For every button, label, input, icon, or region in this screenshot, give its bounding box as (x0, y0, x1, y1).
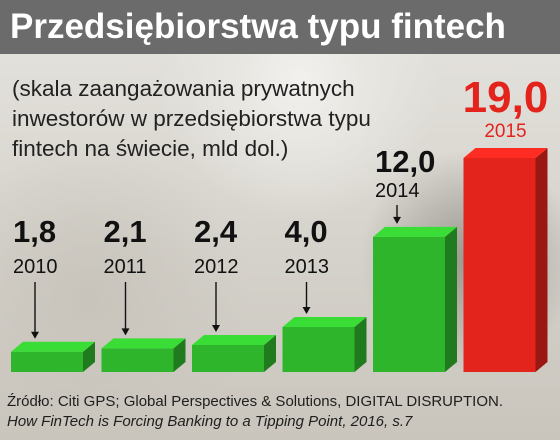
bar-side (445, 226, 457, 372)
tick-label: 2013 (285, 256, 330, 278)
source-line-2: How FinTech is Forcing Banking to a Tipp… (7, 413, 413, 430)
pointer-arrow-head (31, 331, 39, 339)
bar-side (354, 316, 367, 372)
bar-top (11, 341, 95, 352)
data-label: 12,0 (375, 144, 435, 179)
source-note: Źródło: Citi GPS; Global Perspectives & … (7, 392, 557, 432)
tick-label: 2015 (484, 121, 526, 142)
data-label: 1,8 (13, 214, 56, 249)
pointer-arrow-head (393, 216, 401, 224)
bar-top (192, 334, 276, 345)
chart-subtitle: (skala zaangażowania prywatnych inwestor… (12, 76, 371, 161)
bar (463, 158, 536, 372)
pointer-arrow-head (121, 328, 130, 336)
data-label: 4,0 (285, 214, 328, 249)
bar (11, 351, 83, 372)
bar-side (264, 334, 276, 372)
bar-top (282, 316, 367, 327)
tick-label: 2010 (13, 256, 58, 278)
bar-top (373, 226, 457, 237)
bar (192, 344, 264, 372)
data-label: 19,0 (463, 73, 549, 122)
tick-label: 2011 (104, 256, 147, 278)
tick-label: 2014 (375, 180, 420, 202)
bar (282, 326, 355, 372)
bar-side (535, 148, 548, 372)
bar (101, 348, 174, 372)
tick-label: 2012 (194, 256, 239, 278)
bar (373, 236, 445, 372)
pointer-arrow-head (302, 306, 311, 314)
pointer-arrow-head (212, 324, 220, 332)
bar-side (173, 338, 186, 372)
bar-top (463, 148, 548, 158)
data-label: 2,4 (194, 214, 238, 249)
page-title: Przedsiębiorstwa typu fintech (0, 0, 560, 54)
bar-side (83, 341, 95, 372)
data-label: 2,1 (104, 214, 147, 249)
source-line-1: Źródło: Citi GPS; Global Perspectives & … (7, 393, 503, 410)
bar-top (101, 338, 186, 349)
